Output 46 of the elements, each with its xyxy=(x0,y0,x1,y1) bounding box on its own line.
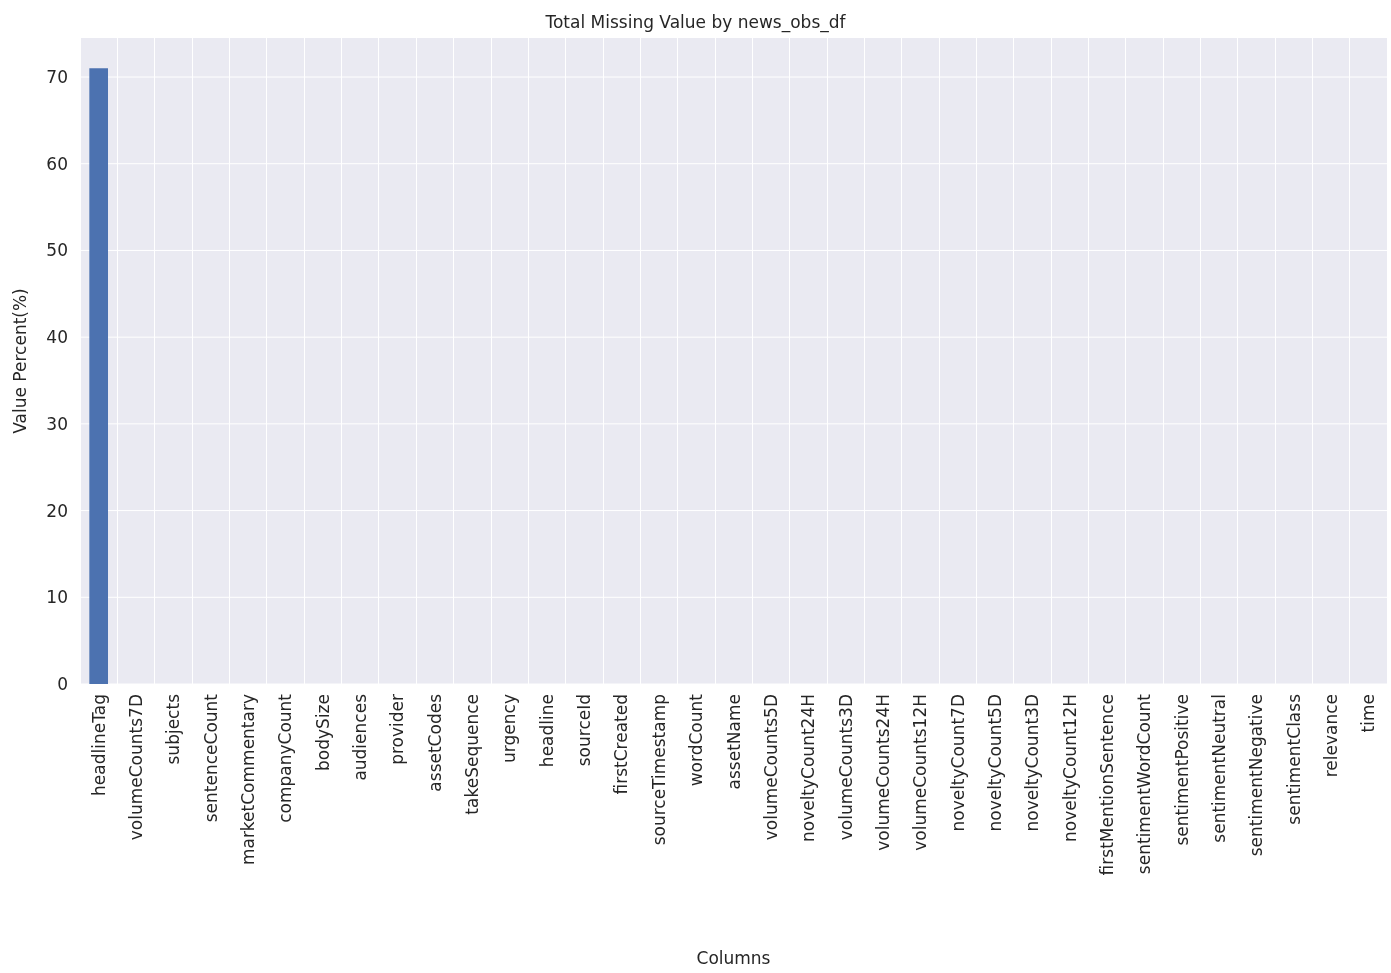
x-tick-label: sourceId xyxy=(574,694,595,767)
x-tick-label: sentimentPositive xyxy=(1171,694,1192,846)
x-tick-label: volumeCounts24H xyxy=(872,694,893,851)
x-tick-label: volumeCounts5D xyxy=(760,694,781,841)
x-tick-label: assetCodes xyxy=(424,693,445,792)
x-tick-label: assetName xyxy=(723,694,744,790)
x-axis-title: Columns xyxy=(696,947,771,968)
x-tick-label: time xyxy=(1358,694,1379,733)
y-tick-label: 0 xyxy=(57,674,68,694)
x-tick-label: marketCommentary xyxy=(238,694,259,866)
y-tick-label: 10 xyxy=(46,587,68,608)
x-tick-label: sentimentClass xyxy=(1283,693,1304,825)
x-tick-label: bodySize xyxy=(312,694,333,771)
x-tick-label: firstMentionSentence xyxy=(1096,694,1117,876)
y-tick-label: 40 xyxy=(46,327,68,348)
x-tick-label: sentenceCount xyxy=(200,693,221,823)
x-tick-label: takeSequence xyxy=(462,694,483,815)
y-tick-label: 30 xyxy=(46,413,68,434)
x-tick-label: noveltyCount7D xyxy=(947,694,968,832)
x-tick-label: headlineTag xyxy=(88,694,109,796)
x-tick-label: noveltyCount5D xyxy=(984,694,1005,832)
y-tick-label: 20 xyxy=(46,500,68,521)
y-tick-label: 60 xyxy=(46,153,68,174)
y-tick-label: 70 xyxy=(46,67,68,88)
x-tick-label: noveltyCount24H xyxy=(798,694,819,843)
x-tick-label: sourceTimestamp xyxy=(648,694,669,846)
x-tick-label: firstCreated xyxy=(611,694,632,795)
x-tick-label: wordCount xyxy=(686,693,707,787)
x-tick-label: companyCount xyxy=(275,693,296,823)
chart-title: Total Missing Value by news_obs_df xyxy=(544,11,847,33)
x-tick-label: relevance xyxy=(1320,694,1341,778)
x-tick-label: headline xyxy=(536,694,557,768)
y-axis-title: Value Percent(%) xyxy=(9,288,30,434)
x-tick-label: noveltyCount12H xyxy=(1059,694,1080,843)
x-tick-label: volumeCounts12H xyxy=(910,694,931,851)
x-tick-label: volumeCounts7D xyxy=(126,694,147,841)
x-tick-label: sentimentNegative xyxy=(1246,694,1267,857)
x-tick-label: noveltyCount3D xyxy=(1022,694,1043,832)
x-tick-label: subjects xyxy=(163,693,184,765)
x-tick-label: urgency xyxy=(499,694,520,763)
y-tick-label: 50 xyxy=(46,240,68,261)
x-tick-label: provider xyxy=(387,694,408,765)
x-tick-label: volumeCounts3D xyxy=(835,694,856,841)
x-tick-label: audiences xyxy=(350,693,371,781)
x-tick-label: sentimentNeutral xyxy=(1208,694,1229,843)
x-tick-label: sentimentWordCount xyxy=(1134,693,1155,875)
